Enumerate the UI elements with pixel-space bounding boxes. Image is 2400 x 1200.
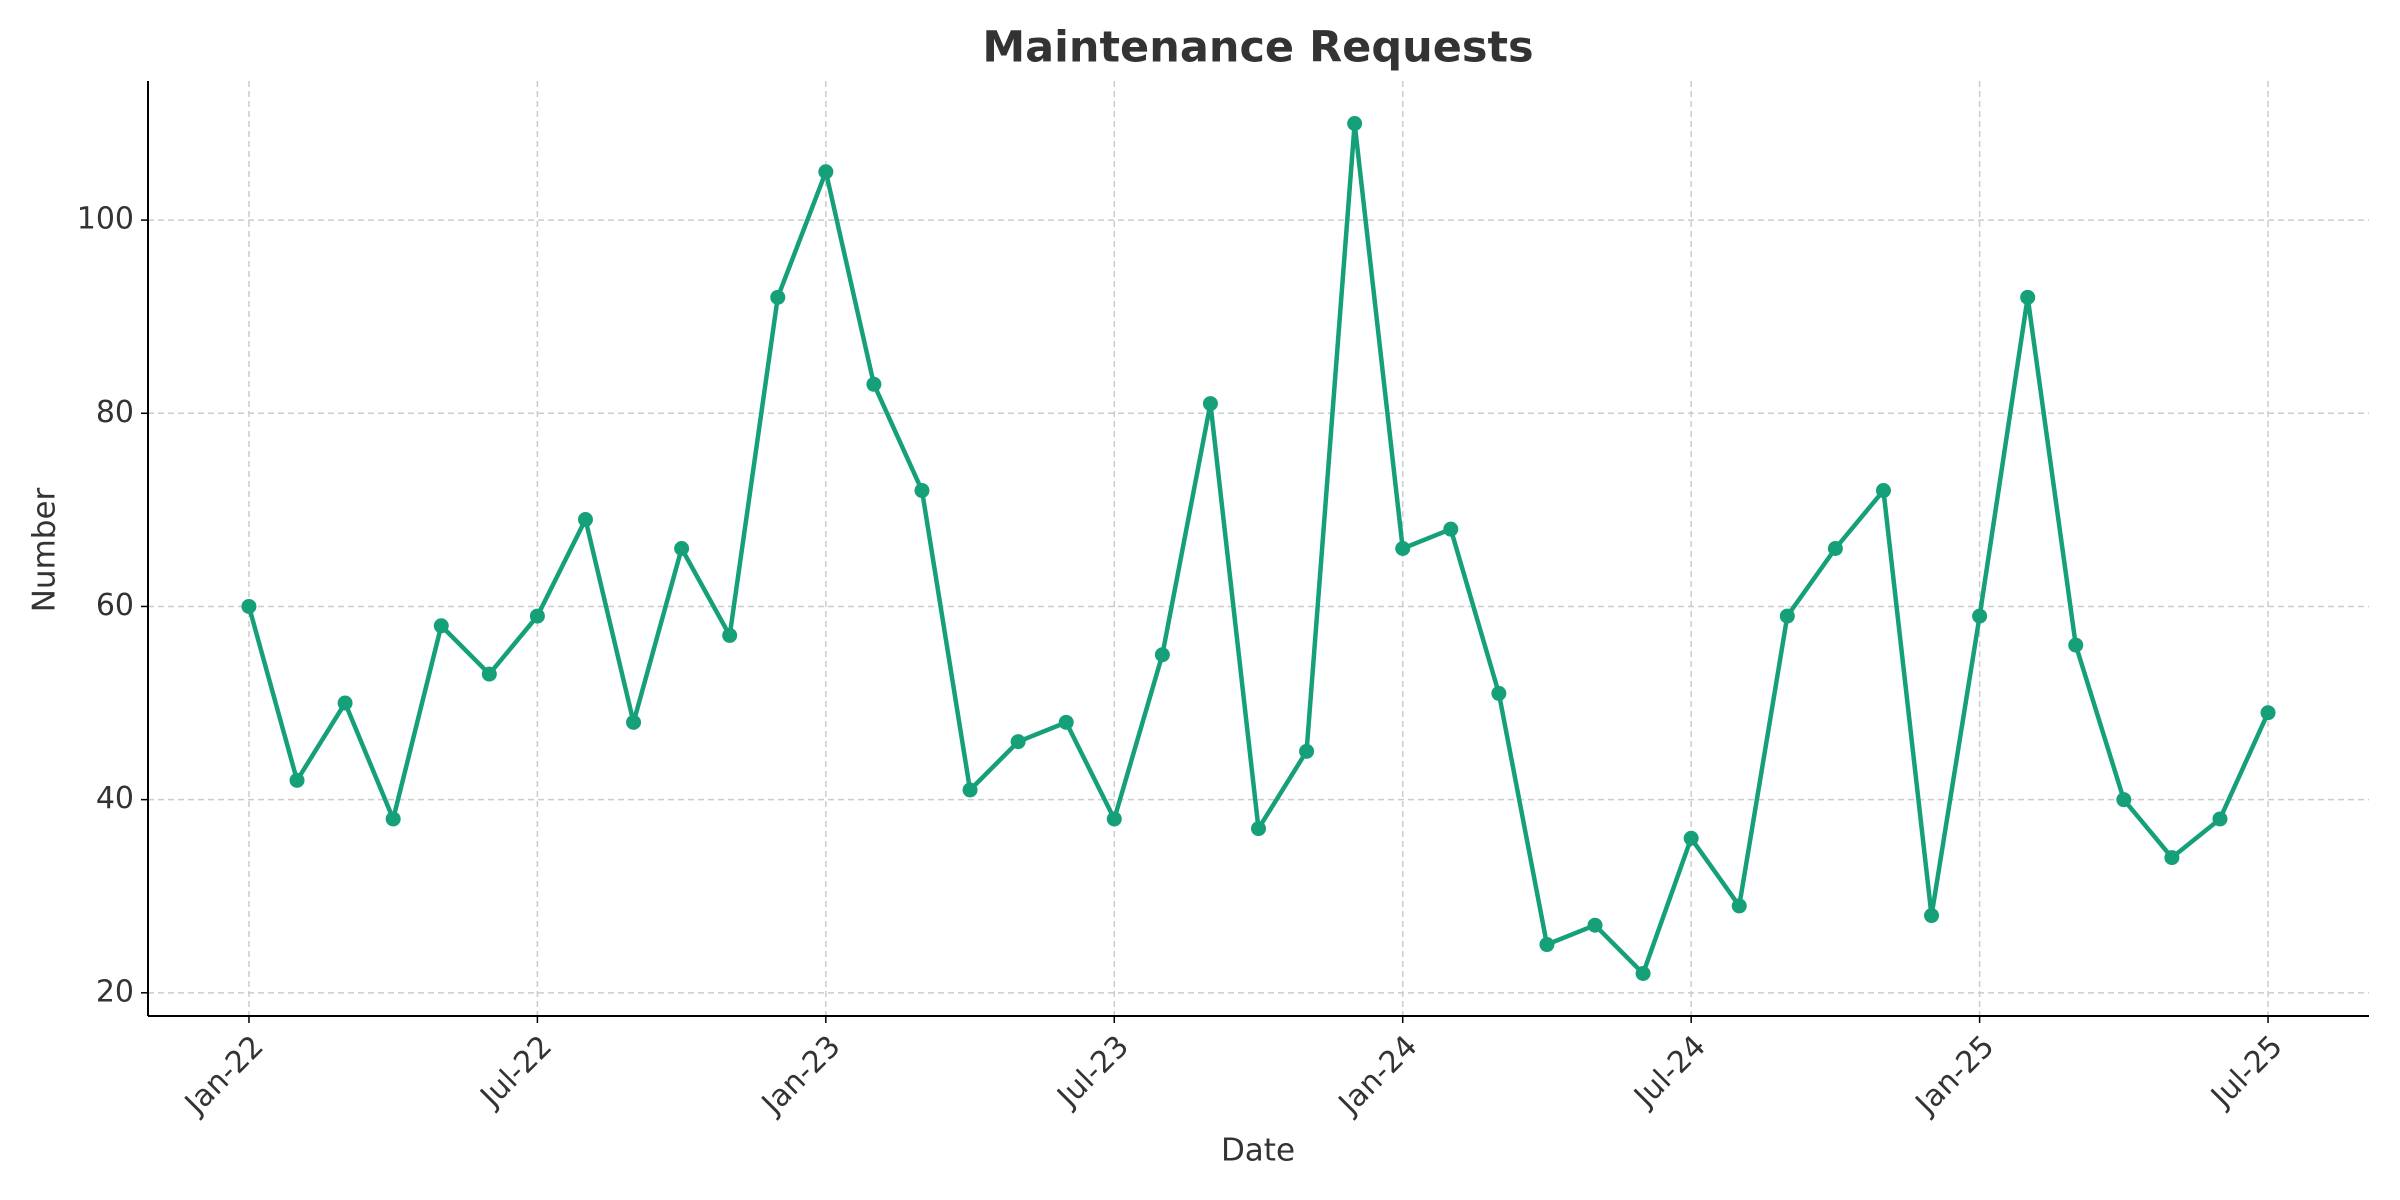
point	[1635, 966, 1651, 981]
point	[2260, 705, 2276, 721]
point	[433, 618, 449, 634]
x-tick-label: Jul-24	[1626, 1029, 1712, 1115]
point	[1779, 608, 1795, 624]
point	[1683, 830, 1699, 846]
point	[818, 164, 834, 180]
point	[1058, 714, 1074, 730]
y-tick-label: 20	[96, 974, 134, 1009]
point	[626, 714, 642, 730]
point	[914, 483, 930, 499]
point	[529, 608, 545, 624]
point	[1010, 734, 1026, 750]
point	[1347, 116, 1363, 131]
point	[962, 782, 978, 798]
point	[1299, 743, 1315, 759]
point	[674, 541, 690, 556]
y-tick-label: 40	[96, 781, 134, 816]
point	[1875, 483, 1891, 499]
point	[1251, 821, 1266, 837]
point	[1827, 541, 1843, 556]
x-tick-label: Jan-22	[177, 1029, 271, 1123]
point	[289, 772, 305, 788]
point	[1587, 917, 1603, 933]
x-tick-label: Jul-25	[2203, 1029, 2289, 1115]
point	[1491, 685, 1507, 701]
point	[1443, 521, 1459, 537]
point	[866, 376, 882, 392]
y-tick-label: 80	[96, 395, 134, 430]
point	[1924, 908, 1940, 924]
point	[770, 289, 786, 305]
point	[337, 695, 353, 711]
x-tick-label: Jul-22	[473, 1029, 559, 1115]
line	[246, 121, 2271, 976]
y-axis-label: Number	[27, 487, 63, 612]
y-tick-label: 60	[96, 588, 134, 623]
y-tick-label: 100	[77, 202, 134, 237]
point	[1731, 898, 1747, 914]
point	[241, 598, 257, 614]
point	[2212, 811, 2228, 827]
x-tick-label: Jul-23	[1050, 1029, 1136, 1115]
point	[1106, 811, 1122, 827]
chart-title: Maintenance Requests	[982, 23, 1533, 73]
x-tick-label: Jan-25	[1908, 1029, 2002, 1123]
point	[1395, 541, 1411, 556]
point	[1154, 647, 1170, 663]
point	[1972, 608, 1988, 624]
point	[1539, 937, 1555, 953]
point	[2164, 850, 2180, 866]
point	[577, 512, 593, 528]
point	[385, 811, 401, 827]
point	[722, 627, 738, 643]
point	[2020, 289, 2036, 305]
point	[1202, 396, 1218, 412]
x-tick-label: Jan-23	[754, 1029, 848, 1123]
point	[2068, 637, 2084, 653]
point	[481, 666, 497, 682]
x-tick-label: Jan-24	[1331, 1029, 1425, 1123]
x-axis-label: Date	[1221, 1133, 1295, 1169]
point	[2116, 792, 2132, 808]
